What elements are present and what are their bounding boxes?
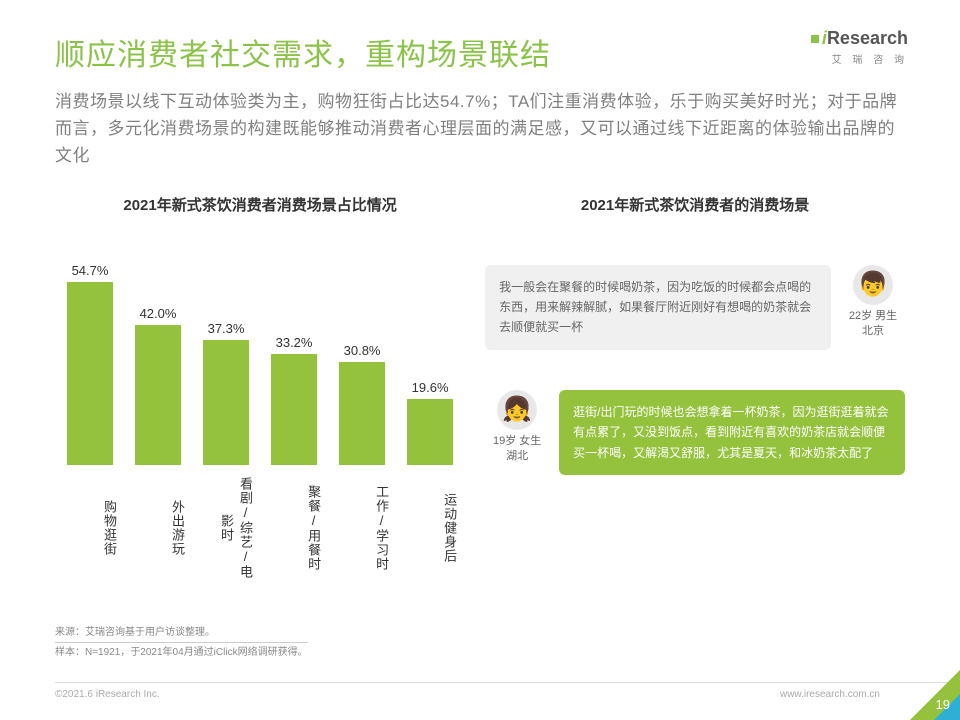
bar-value-label: 37.3% [208,321,245,336]
bar-rect [271,354,317,465]
bar-value-label: 33.2% [276,335,313,350]
right-title: 2021年新式茶饮消费者的消费场景 [485,194,905,215]
bar-value-label: 54.7% [72,263,109,278]
footer-url: www.iresearch.com.cn [780,689,880,700]
quote-2-text: 逛街/出门玩的时候也会想拿着一杯奶茶，因为逛街逛着就会有点累了，又没到饭点，看到… [559,390,905,475]
bar-1: 42.0% [129,306,187,465]
x-axis-label: 工作/学习时 [333,473,391,583]
bar-value-label: 30.8% [344,343,381,358]
bar-chart: 54.7%42.0%37.3%33.2%30.8%19.6% 购物逛街外出游玩看… [55,235,465,555]
quote-1-person-line2: 北京 [849,324,897,339]
quotes-panel: 2021年新式茶饮消费者的消费场景 我一般会在聚餐的时候喝奶茶，因为吃饭的时候都… [485,194,905,555]
page-subtitle: 消费场景以线下互动体验类为主，购物狂街占比达54.7%；TA们注重消费体验，乐于… [55,88,905,170]
x-axis-label: 聚餐/用餐时 [265,473,323,583]
page-title: 顺应消费者社交需求，重构场景联结 [55,30,905,74]
quote-2: 👧 19岁 女生 湖北 逛街/出门玩的时候也会想拿着一杯奶茶，因为逛街逛着就会有… [485,390,905,475]
bar-2: 37.3% [197,321,255,464]
quote-1: 我一般会在聚餐的时候喝奶茶，因为吃饭的时候都会点喝的东西，用来解辣解腻，如果餐厅… [485,265,905,350]
bar-rect [203,340,249,464]
bar-rect [135,325,181,465]
footnote-1: 来源：艾瑞咨询基于用户访谈整理。 [55,627,215,638]
bar-rect [407,399,453,464]
footnotes: 来源：艾瑞咨询基于用户访谈整理。 样本：N=1921，于2021年04月通过iC… [55,625,308,660]
bar-rect [339,362,385,465]
bar-0: 54.7% [61,263,119,464]
quote-2-avatar-wrap: 👧 19岁 女生 湖北 [485,390,549,465]
logo: iResearch 艾 瑞 咨 询 [811,28,908,66]
chart-panel: 2021年新式茶饮消费者消费场景占比情况 54.7% 42.0% 37.3% 33.2… [55,194,465,555]
logo-text: iResearch [811,28,908,49]
bar-value-label: 42.0% [140,306,177,321]
quote-1-person-line1: 22岁 男生 [849,309,897,324]
logo-subtitle: 艾 瑞 咨 询 [811,51,908,66]
x-axis-label: 购物逛街 [61,473,119,583]
x-axis-label: 运动健身后 [401,473,459,583]
footer: ©2021.6 iResearch Inc. www.iresearch.com… [55,682,960,700]
bar-3: 33.2% [265,335,323,465]
quote-2-person-line1: 19岁 女生 [493,434,541,449]
avatar-female-icon: 👧 [497,390,537,430]
bar-rect [67,282,113,464]
footer-copyright: ©2021.6 iResearch Inc. [55,689,160,700]
bar-5: 19.6% [401,380,459,464]
x-axis-label: 外出游玩 [129,473,187,583]
bar-value-label: 19.6% [412,380,449,395]
footnote-2: 样本：N=1921，于2021年04月通过iClick网络调研获得。 [55,642,308,660]
chart-title: 2021年新式茶饮消费者消费场景占比情况 [55,194,465,215]
quote-2-person-line2: 湖北 [493,449,541,464]
page-number: 19 [936,697,950,712]
quote-1-avatar-wrap: 👦 22岁 男生 北京 [841,265,905,340]
quote-1-text: 我一般会在聚餐的时候喝奶茶，因为吃饭的时候都会点喝的东西，用来解辣解腻，如果餐厅… [485,265,831,350]
x-axis-label: 看剧/综艺/电影时 [197,473,255,583]
avatar-male-icon: 👦 [853,265,893,305]
bar-4: 30.8% [333,343,391,465]
